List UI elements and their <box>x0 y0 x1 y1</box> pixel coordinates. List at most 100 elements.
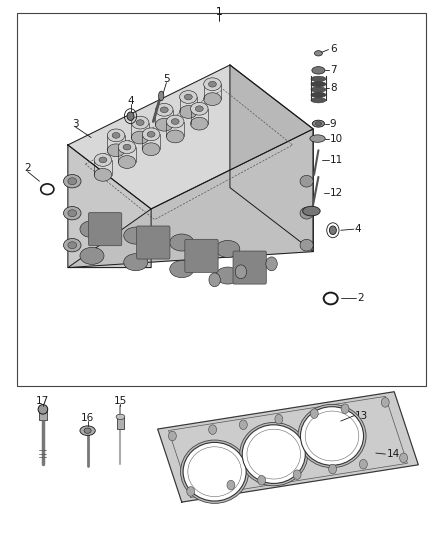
Ellipse shape <box>94 168 112 181</box>
Circle shape <box>341 404 349 414</box>
Ellipse shape <box>124 254 148 271</box>
Text: 4: 4 <box>127 96 134 106</box>
Ellipse shape <box>64 206 81 220</box>
FancyBboxPatch shape <box>233 251 266 284</box>
Circle shape <box>208 425 216 434</box>
Ellipse shape <box>112 133 120 138</box>
Text: 2: 2 <box>24 163 31 173</box>
Ellipse shape <box>118 156 136 168</box>
FancyBboxPatch shape <box>117 417 124 429</box>
Ellipse shape <box>311 76 326 82</box>
Ellipse shape <box>183 442 246 501</box>
Circle shape <box>235 265 247 279</box>
Ellipse shape <box>68 242 77 248</box>
Circle shape <box>293 470 301 480</box>
Polygon shape <box>68 129 313 268</box>
FancyBboxPatch shape <box>39 408 47 420</box>
Ellipse shape <box>68 209 77 216</box>
Ellipse shape <box>166 115 184 128</box>
Polygon shape <box>158 392 418 502</box>
Circle shape <box>266 257 277 271</box>
Circle shape <box>399 453 407 463</box>
Text: 14: 14 <box>386 449 399 459</box>
Ellipse shape <box>300 407 364 465</box>
Ellipse shape <box>124 227 148 244</box>
Circle shape <box>187 487 194 496</box>
Ellipse shape <box>204 78 221 91</box>
Ellipse shape <box>303 206 320 216</box>
Ellipse shape <box>131 131 149 144</box>
Ellipse shape <box>170 234 194 251</box>
Ellipse shape <box>300 239 313 251</box>
Ellipse shape <box>142 128 160 141</box>
Text: 10: 10 <box>330 134 343 143</box>
Circle shape <box>329 226 336 235</box>
Ellipse shape <box>300 207 313 219</box>
Ellipse shape <box>311 98 326 103</box>
Ellipse shape <box>242 425 305 483</box>
Ellipse shape <box>311 82 326 87</box>
Circle shape <box>209 273 220 287</box>
Circle shape <box>169 431 177 441</box>
FancyBboxPatch shape <box>185 239 218 272</box>
Ellipse shape <box>118 141 136 154</box>
Ellipse shape <box>142 143 160 156</box>
Ellipse shape <box>116 414 125 419</box>
Text: 4: 4 <box>355 224 361 234</box>
Text: 1: 1 <box>215 7 223 17</box>
Text: 6: 6 <box>330 44 336 54</box>
Text: 11: 11 <box>330 155 343 165</box>
Text: 13: 13 <box>355 411 368 421</box>
Circle shape <box>360 459 367 469</box>
Ellipse shape <box>312 67 325 74</box>
Ellipse shape <box>68 178 77 184</box>
Ellipse shape <box>180 91 197 103</box>
Ellipse shape <box>311 92 326 98</box>
Ellipse shape <box>64 174 81 188</box>
Ellipse shape <box>155 103 173 116</box>
Text: 2: 2 <box>357 294 364 303</box>
Ellipse shape <box>38 405 48 414</box>
Bar <box>17 13 426 386</box>
Text: 12: 12 <box>330 188 343 198</box>
Circle shape <box>127 112 134 120</box>
Ellipse shape <box>107 144 125 157</box>
Ellipse shape <box>191 102 208 115</box>
Text: 9: 9 <box>330 119 336 128</box>
Ellipse shape <box>184 94 192 100</box>
Circle shape <box>311 409 318 418</box>
Ellipse shape <box>94 154 112 166</box>
Circle shape <box>275 414 283 424</box>
Ellipse shape <box>315 122 321 126</box>
FancyBboxPatch shape <box>88 213 122 246</box>
Text: 17: 17 <box>36 396 49 406</box>
Ellipse shape <box>123 144 131 150</box>
Ellipse shape <box>180 106 197 118</box>
Ellipse shape <box>80 247 104 264</box>
Circle shape <box>381 398 389 407</box>
Ellipse shape <box>136 120 144 125</box>
Ellipse shape <box>159 91 164 101</box>
Text: 5: 5 <box>163 74 170 84</box>
Circle shape <box>328 464 336 474</box>
Ellipse shape <box>80 426 95 435</box>
Ellipse shape <box>170 261 194 278</box>
Text: 15: 15 <box>114 396 127 406</box>
Ellipse shape <box>191 117 208 130</box>
Polygon shape <box>230 65 313 252</box>
Ellipse shape <box>204 93 221 106</box>
Ellipse shape <box>166 130 184 143</box>
Ellipse shape <box>216 267 240 284</box>
Ellipse shape <box>300 175 313 187</box>
Ellipse shape <box>84 428 91 433</box>
FancyBboxPatch shape <box>137 226 170 259</box>
Text: 16: 16 <box>81 414 94 423</box>
Text: 7: 7 <box>330 66 336 75</box>
Ellipse shape <box>195 106 203 111</box>
Ellipse shape <box>298 405 366 467</box>
Ellipse shape <box>208 82 216 87</box>
Circle shape <box>227 480 235 490</box>
Ellipse shape <box>314 51 322 56</box>
Polygon shape <box>68 145 151 268</box>
Text: 1: 1 <box>215 7 223 17</box>
